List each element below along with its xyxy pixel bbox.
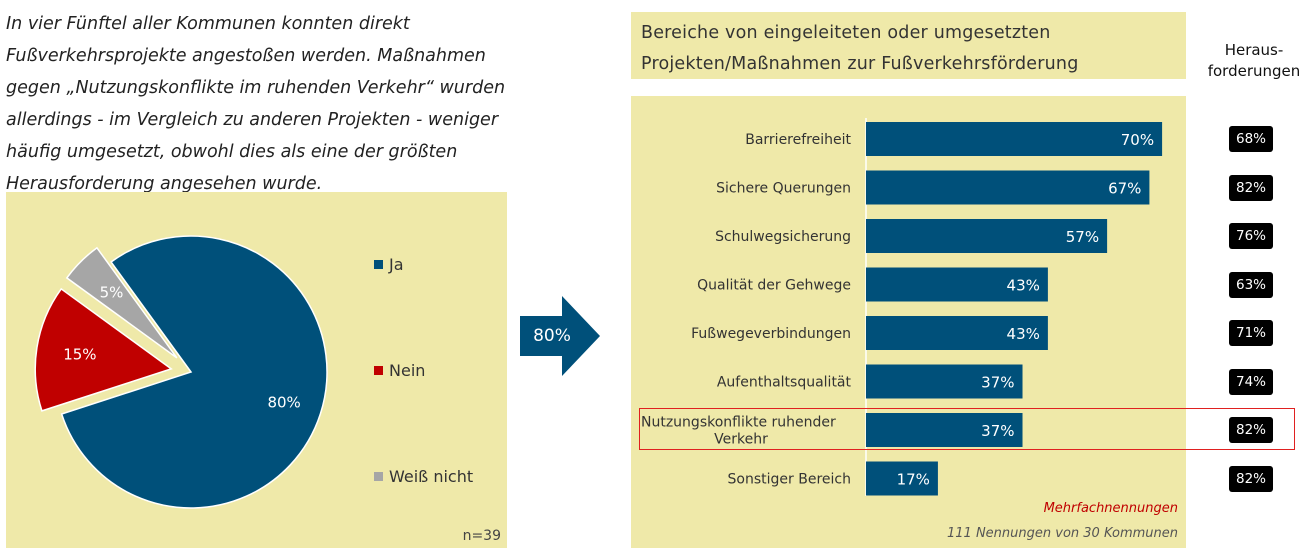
bar [866, 364, 1023, 399]
pie-slice-nein [34, 287, 173, 412]
challenge-badge: 76% [1229, 223, 1273, 249]
legend-item-nein: Nein [374, 361, 425, 380]
bar-value-label: 37% [981, 422, 1014, 440]
bar-value-label: 37% [981, 374, 1014, 392]
challenge-badge: 82% [1229, 417, 1273, 443]
pie-slice-nein-label: 15% [63, 345, 96, 363]
pie-slice-ja-label: 80% [267, 393, 300, 411]
challenges-header: Heraus- forderungen [1207, 41, 1301, 80]
intro-text: In vier Fünftel aller Kommunen konnten d… [6, 14, 506, 194]
bar [866, 170, 1150, 205]
pie-slice-weiss-nicht [65, 246, 178, 359]
bar-value-label: 57% [1066, 228, 1099, 246]
bar [866, 413, 1023, 447]
pie-panel: 80% 15% 5% Ja Nein Weiß nicht n=39 [6, 192, 507, 548]
bar-category-label: Barrierefreiheit [745, 132, 851, 148]
sample-size-label: n=39 [462, 528, 501, 544]
note-count: 111 Nennungen von 30 Kommunen [947, 526, 1178, 541]
bar-category-label: Aufenthaltsqualität [717, 375, 852, 391]
bar [866, 219, 1108, 253]
bar-chart-title: Bereiche von eingeleiteten oder umgesetz… [641, 23, 1079, 74]
bar-value-label: 43% [1007, 277, 1040, 295]
bar-category-label: Nutzungskonflikte ruhender [641, 415, 836, 431]
bar-value-label: 70% [1121, 131, 1154, 149]
legend-swatch-ja [374, 260, 383, 269]
pie-slice-ja [60, 235, 328, 509]
legend-label-weiss-nicht: Weiß nicht [389, 467, 474, 486]
challenge-badge: 63% [1229, 271, 1273, 298]
bar [866, 316, 1048, 350]
legend-item-ja: Ja [374, 255, 404, 274]
legend-swatch-weiss-nicht [374, 472, 383, 481]
pie-chart: 80% 15% 5% [34, 235, 328, 509]
challenge-badge: 71% [1229, 320, 1273, 346]
highlight-box [639, 408, 1295, 450]
bar-panel: 70% Barrierefreiheit 67% Sichere Querungen 5… [631, 96, 1186, 548]
legend-item-weiss-nicht: Weiß nicht [374, 467, 473, 486]
bar-category-label: Fußwegeverbindungen [691, 326, 851, 342]
challenge-badge: 74% [1229, 368, 1273, 395]
bar-value-label: 43% [1007, 325, 1040, 343]
arrow-label: 80% [533, 326, 571, 346]
note-multiple: Mehrfachnennungen [1043, 501, 1178, 516]
bar-value-label: 67% [1108, 180, 1141, 198]
legend-swatch-nein [374, 366, 383, 375]
bar [866, 122, 1163, 156]
bar [866, 267, 1048, 302]
challenge-badge: 68% [1229, 126, 1273, 152]
bar-category-label: Sichere Querungen [716, 181, 851, 197]
bar-chart: 70% Barrierefreiheit 67% Sichere Querungen 5… [641, 118, 1163, 496]
legend-label-ja: Ja [389, 255, 404, 274]
pie-slice-weiss-nicht-label: 5% [100, 283, 124, 301]
legend-label-nein: Nein [389, 361, 426, 380]
bar-category-label: Verkehr [714, 432, 768, 448]
bar-value-label: 17% [897, 471, 930, 489]
bar-category-label: Schulwegsicherung [715, 229, 851, 245]
challenge-badge: 82% [1229, 465, 1273, 492]
challenge-badge: 82% [1229, 174, 1273, 201]
arrow-right-icon [520, 296, 600, 376]
bar-category-label: Sonstiger Bereich [728, 472, 851, 488]
bar [866, 461, 938, 496]
bar-chart-title-box: Bereiche von eingeleiteten oder umgesetz… [631, 12, 1186, 79]
bar-category-label: Qualität der Gehwege [697, 278, 851, 294]
